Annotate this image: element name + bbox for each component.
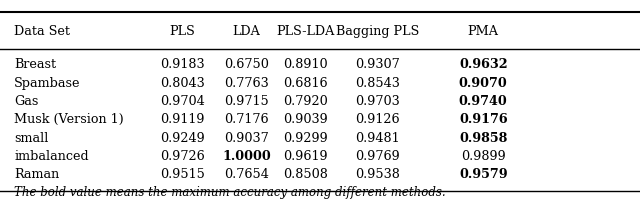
Text: 0.9176: 0.9176 xyxy=(459,113,508,126)
Text: 0.9126: 0.9126 xyxy=(355,113,400,126)
Text: 0.9515: 0.9515 xyxy=(160,167,205,180)
Text: 1.0000: 1.0000 xyxy=(222,149,271,162)
Text: 0.9538: 0.9538 xyxy=(355,167,400,180)
Text: Raman: Raman xyxy=(14,167,60,180)
Text: PMA: PMA xyxy=(468,25,499,38)
Text: 0.9579: 0.9579 xyxy=(459,167,508,180)
Text: 0.9769: 0.9769 xyxy=(355,149,400,162)
Text: Data Set: Data Set xyxy=(14,25,70,38)
Text: 0.9039: 0.9039 xyxy=(284,113,328,126)
Text: PLS-LDA: PLS-LDA xyxy=(276,25,335,38)
Text: 0.9703: 0.9703 xyxy=(355,95,400,107)
Text: imbalanced: imbalanced xyxy=(14,149,89,162)
Text: Bagging PLS: Bagging PLS xyxy=(336,25,419,38)
Text: 0.7920: 0.7920 xyxy=(284,95,328,107)
Text: 0.9715: 0.9715 xyxy=(224,95,269,107)
Text: 0.7176: 0.7176 xyxy=(224,113,269,126)
Text: 0.8043: 0.8043 xyxy=(160,76,205,89)
Text: Breast: Breast xyxy=(14,58,56,71)
Text: 0.9726: 0.9726 xyxy=(160,149,205,162)
Text: Gas: Gas xyxy=(14,95,38,107)
Text: 0.9183: 0.9183 xyxy=(160,58,205,71)
Text: 0.9037: 0.9037 xyxy=(224,131,269,144)
Text: 0.7763: 0.7763 xyxy=(224,76,269,89)
Text: 0.9619: 0.9619 xyxy=(284,149,328,162)
Text: 0.6750: 0.6750 xyxy=(224,58,269,71)
Text: 0.9307: 0.9307 xyxy=(355,58,400,71)
Text: 0.9249: 0.9249 xyxy=(160,131,205,144)
Text: PLS: PLS xyxy=(170,25,195,38)
Text: 0.9858: 0.9858 xyxy=(459,131,508,144)
Text: LDA: LDA xyxy=(232,25,260,38)
Text: 0.7654: 0.7654 xyxy=(224,167,269,180)
Text: Spambase: Spambase xyxy=(14,76,81,89)
Text: 0.8508: 0.8508 xyxy=(284,167,328,180)
Text: 0.9704: 0.9704 xyxy=(160,95,205,107)
Text: The bold value means the maximum accuracy among different methods.: The bold value means the maximum accurac… xyxy=(14,185,445,198)
Text: 0.9481: 0.9481 xyxy=(355,131,400,144)
Text: 0.8910: 0.8910 xyxy=(284,58,328,71)
Text: small: small xyxy=(14,131,49,144)
Text: 0.9070: 0.9070 xyxy=(459,76,508,89)
Text: Musk (Version 1): Musk (Version 1) xyxy=(14,113,124,126)
Text: 0.9740: 0.9740 xyxy=(459,95,508,107)
Text: 0.9632: 0.9632 xyxy=(459,58,508,71)
Text: 0.9299: 0.9299 xyxy=(284,131,328,144)
Text: 0.6816: 0.6816 xyxy=(284,76,328,89)
Text: 0.8543: 0.8543 xyxy=(355,76,400,89)
Text: 0.9119: 0.9119 xyxy=(160,113,205,126)
Text: 0.9899: 0.9899 xyxy=(461,149,506,162)
